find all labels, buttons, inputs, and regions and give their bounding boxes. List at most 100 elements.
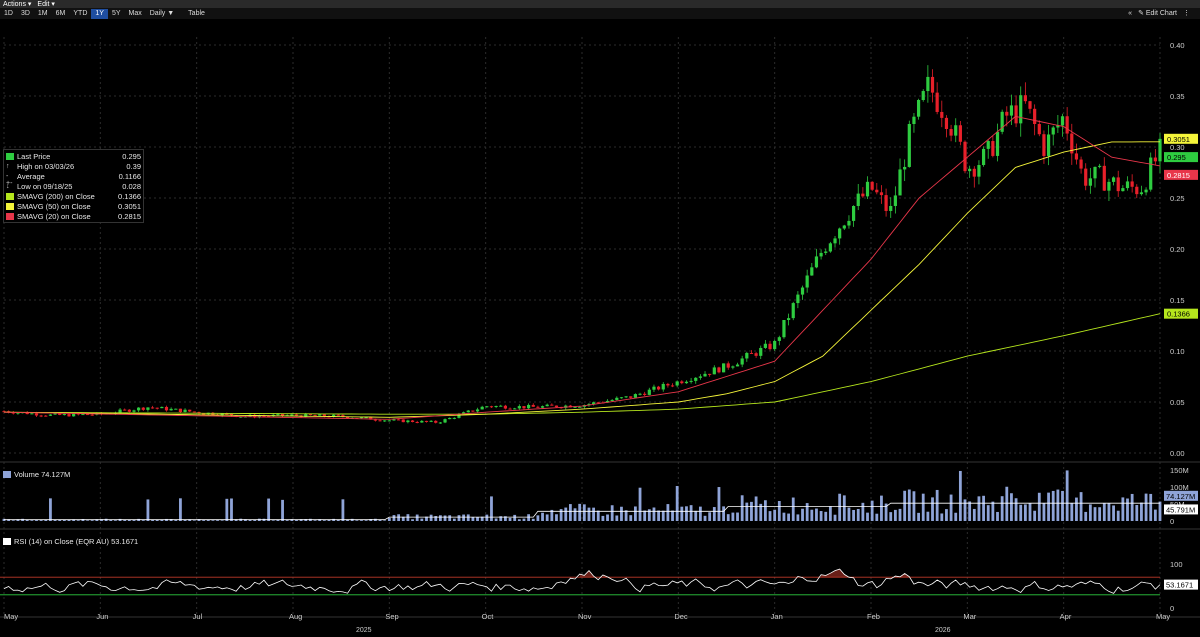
candle-body: [554, 405, 559, 408]
volume-bar: [545, 514, 549, 521]
volume-bar: [1070, 503, 1074, 521]
tf-5y[interactable]: 5Y: [111, 9, 121, 17]
candle-body: [1135, 186, 1139, 195]
volume-bar: [1033, 510, 1037, 521]
volume-bar: [657, 510, 661, 521]
candle-body: [1009, 105, 1014, 116]
volume-bar: [192, 520, 196, 521]
tf-ytd[interactable]: YTD: [73, 9, 88, 17]
tf-max[interactable]: Max: [128, 9, 142, 17]
volume-bar: [958, 470, 962, 521]
candle-body: [378, 420, 382, 422]
candle-body: [935, 92, 939, 112]
candle-body: [58, 413, 62, 415]
candle-body: [592, 402, 596, 405]
volume-bar: [550, 509, 554, 521]
volume-bar: [216, 520, 219, 521]
volume-bar: [174, 520, 178, 521]
volume-bar: [25, 519, 29, 521]
candle-body: [197, 411, 201, 414]
candle-body: [814, 256, 819, 268]
candle-body: [1153, 157, 1157, 162]
volume-bar: [285, 520, 289, 521]
tf-6m[interactable]: 6M: [55, 9, 66, 17]
candle-body: [995, 131, 1000, 156]
volume-bar: [2, 518, 6, 521]
volume-bar: [712, 507, 716, 521]
price-tick-label: 0.00: [1170, 449, 1185, 458]
candle-body: [944, 117, 949, 129]
candle-body: [694, 377, 698, 381]
edit-chart-button[interactable]: ✎ Edit Chart: [1138, 10, 1177, 17]
volume-bar: [466, 514, 470, 521]
table-button[interactable]: Table: [188, 9, 205, 17]
tf-3d[interactable]: 3D: [20, 9, 30, 17]
volume-bar: [313, 520, 317, 521]
volume-tick-label: 0: [1170, 517, 1174, 526]
candle-body: [1037, 124, 1041, 135]
candle-body: [318, 414, 322, 416]
volume-bar: [471, 517, 475, 521]
volume-bar: [253, 520, 257, 521]
candle-body: [262, 415, 266, 417]
candle-body: [132, 410, 136, 412]
volume-bar: [429, 514, 433, 521]
volume-bar: [907, 489, 911, 521]
candle-body: [448, 417, 452, 420]
volume-bar: [940, 513, 944, 521]
candle-body: [796, 294, 800, 304]
candle-body: [34, 413, 39, 416]
volume-bar: [982, 495, 985, 521]
month-tick-label: Apr: [1060, 612, 1072, 621]
candle-body: [1005, 111, 1009, 116]
volume-bar: [810, 509, 814, 521]
tf-1y[interactable]: 1Y: [91, 8, 108, 19]
volume-bar: [1140, 502, 1143, 521]
price-chart[interactable]: 0.40 0.35 0.30 0.25 0.20 0.15 0.10 0.05 0.00 0.30…: [0, 19, 1200, 637]
volume-bar: [963, 499, 967, 521]
candle-body: [615, 397, 619, 400]
candle-body: [489, 406, 494, 408]
volume-bar: [1098, 507, 1102, 521]
candle-body: [280, 413, 285, 416]
volume-bar: [234, 519, 238, 521]
volume-bar: [267, 498, 271, 521]
interval-select[interactable]: Daily ▼: [149, 9, 175, 17]
volume-bar: [392, 515, 396, 521]
volume-bar: [838, 493, 842, 521]
rsi-tick-label: 100: [1170, 560, 1183, 569]
volume-bar: [1005, 486, 1009, 521]
collapse-icon[interactable]: «: [1128, 10, 1133, 17]
volume-bar: [620, 506, 623, 521]
volume-bar: [476, 517, 479, 521]
candle-body: [926, 76, 930, 92]
candle-body: [786, 318, 791, 321]
actions-menu[interactable]: Actions ▾: [3, 1, 32, 8]
candle-body: [81, 414, 85, 416]
edit-menu[interactable]: Edit ▾: [37, 1, 55, 8]
candle-body: [387, 420, 391, 422]
candle-body: [596, 402, 600, 404]
volume-bar: [485, 514, 489, 521]
tf-1m[interactable]: 1M: [37, 9, 48, 17]
volume-bar: [39, 520, 43, 521]
candle-body: [174, 408, 178, 410]
candle-body: [397, 419, 401, 421]
volume-bar: [866, 512, 869, 521]
volume-bar: [722, 506, 725, 521]
candle-body: [1014, 105, 1018, 124]
candle-body: [118, 409, 122, 413]
candle-body: [25, 412, 29, 415]
volume-bar: [425, 516, 428, 521]
tf-1d[interactable]: 1D: [4, 9, 13, 17]
volume-bar: [16, 519, 20, 521]
candle-body: [383, 420, 387, 422]
menu-dots-icon[interactable]: ⋮: [1183, 10, 1190, 17]
candle-body: [202, 413, 206, 415]
volume-bar: [573, 508, 577, 521]
candle-body: [1158, 138, 1162, 162]
month-tick-label: Mar: [963, 612, 976, 621]
volume-bar: [986, 505, 990, 521]
legend-swatch-icon: [6, 202, 14, 210]
legend-row-sma200: SMAVG (200) on Close 0.1366: [6, 191, 141, 201]
